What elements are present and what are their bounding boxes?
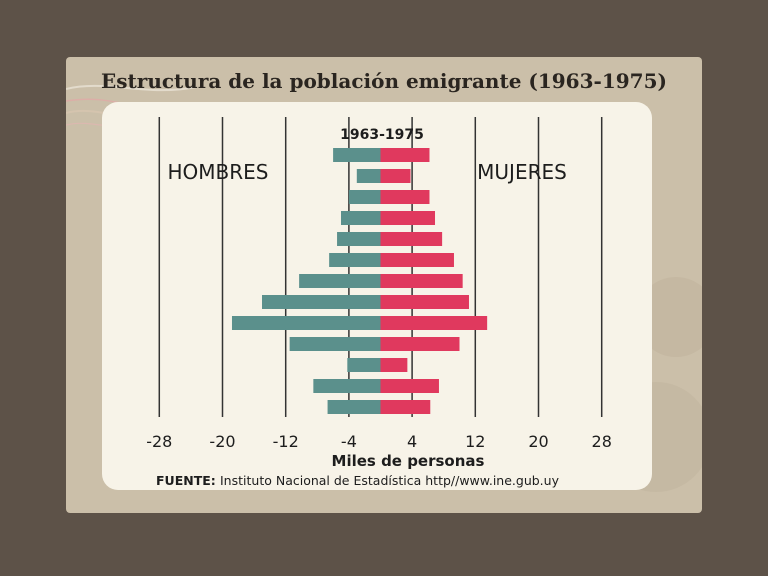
male-bar	[299, 274, 381, 288]
source-label: FUENTE:	[156, 473, 216, 488]
female-bar	[380, 358, 408, 372]
x-tick-label: -4	[341, 432, 357, 451]
male-bar	[262, 295, 381, 309]
right-label-mujeres: MUJERES	[477, 160, 567, 184]
x-axis-label: Miles de personas	[332, 452, 485, 470]
female-bar	[380, 379, 439, 393]
x-tick-label: -28	[146, 432, 172, 451]
x-tick-label: 28	[592, 432, 612, 451]
chart-subtitle: 1963-1975	[340, 127, 424, 143]
source-text: Instituto Nacional de Estadística http//…	[220, 473, 560, 488]
male-bar	[347, 358, 381, 372]
slide-title: Estructura de la población emigrante (19…	[101, 69, 667, 93]
male-bar	[333, 148, 381, 162]
female-bar	[380, 169, 411, 183]
x-tick-label: 12	[465, 432, 485, 451]
male-bar	[337, 232, 381, 246]
x-tick-label: 20	[528, 432, 548, 451]
female-bar	[380, 274, 463, 288]
x-axis-ticks: -28 -20 -12 -4 4 12 20 28	[146, 432, 612, 451]
male-bar	[348, 190, 381, 204]
x-tick-label: -20	[209, 432, 235, 451]
x-tick-label: 4	[407, 432, 417, 451]
male-bar	[289, 337, 381, 351]
male-bar	[356, 169, 381, 183]
female-bar	[380, 316, 488, 330]
female-bar	[380, 190, 430, 204]
female-bar	[380, 148, 430, 162]
female-bar	[380, 337, 460, 351]
population-pyramid-chart: 1963-1975 HOMBRES MUJERES -28 -20 -12 -4 4 12…	[146, 117, 612, 488]
male-bar	[341, 211, 381, 225]
female-bar	[380, 295, 469, 309]
x-tick-label: -12	[273, 432, 299, 451]
female-bar	[380, 211, 436, 225]
female-bar	[380, 232, 443, 246]
male-bar	[313, 379, 381, 393]
male-bar	[231, 316, 381, 330]
female-bar	[380, 253, 454, 267]
slide-background: Estructura de la población emigrante (19…	[66, 57, 702, 513]
bars	[231, 148, 488, 414]
chart-panel: 1963-1975 HOMBRES MUJERES -28 -20 -12 -4 4 12…	[102, 102, 652, 490]
male-bar	[327, 400, 381, 414]
left-label-hombres: HOMBRES	[168, 160, 269, 184]
male-bar	[329, 253, 381, 267]
female-bar	[380, 400, 431, 414]
